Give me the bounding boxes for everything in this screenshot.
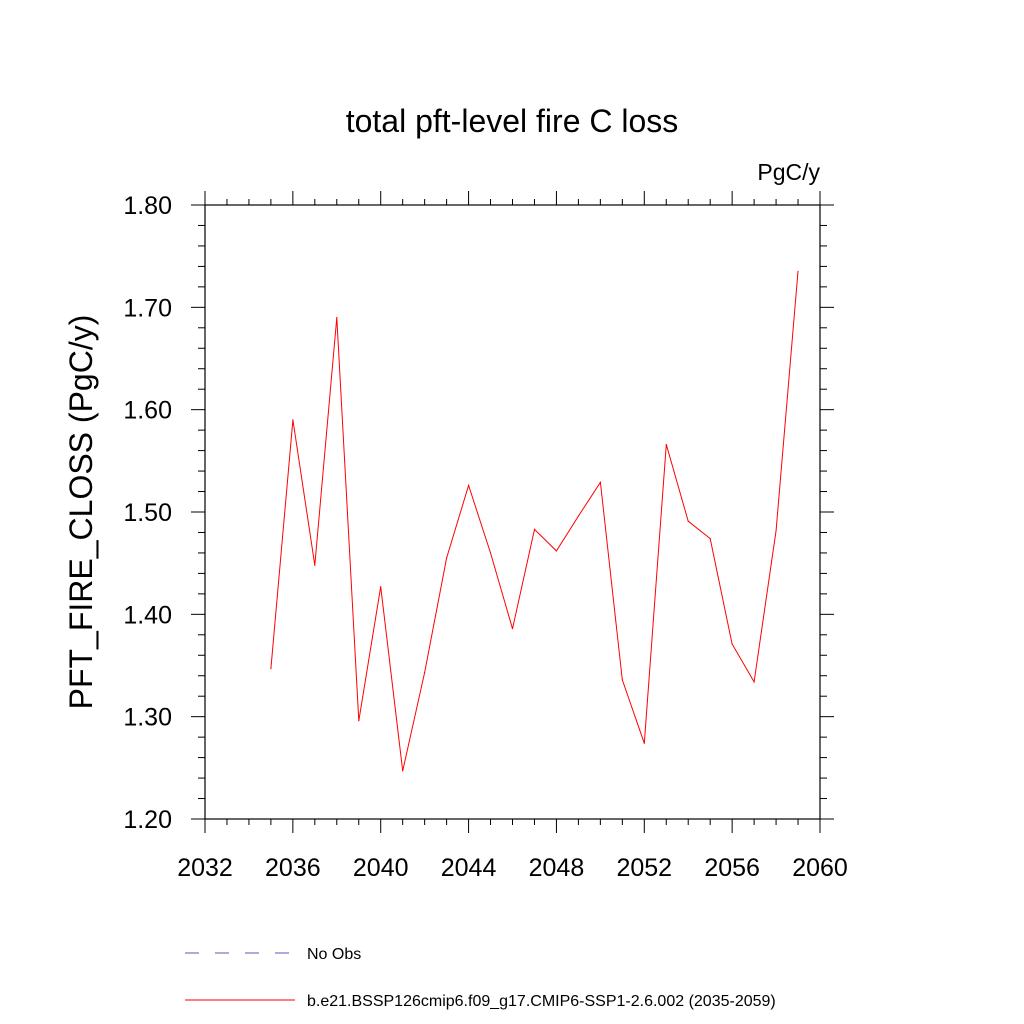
x-tick-label: 2044 (441, 854, 497, 882)
data-point (753, 681, 755, 683)
data-point (489, 552, 492, 554)
axis-tick-labels: 2032 2036 2040 2044 2048 2052 2056 2060 1.20 1.30… (123, 192, 847, 882)
data-point (358, 720, 360, 722)
y-tick-label: 1.30 (123, 704, 172, 732)
data-point (577, 515, 579, 517)
data-point (687, 520, 689, 522)
data-point (533, 528, 536, 530)
data-point (314, 564, 316, 566)
data-point (775, 529, 777, 532)
legend-label-no-obs: No Obs (307, 946, 361, 963)
y-axis-label: PFT_FIRE_CLOSS (PgC/y) (63, 315, 99, 710)
chart-title: total pft-level fire C loss (346, 103, 679, 139)
units-label: PgC/y (757, 159, 820, 185)
data-point (336, 316, 338, 319)
data-point (665, 443, 667, 446)
data-point (402, 770, 404, 772)
y-tick-label: 1.50 (123, 499, 172, 527)
data-point (643, 742, 645, 744)
y-tick-label: 1.40 (123, 601, 172, 629)
legend: No Obs b.e21.BSSP126cmip6.f09_g17.CMIP6-… (185, 946, 776, 1010)
data-point (467, 484, 470, 486)
data-point (797, 270, 799, 273)
data-point (424, 672, 426, 674)
data-point (599, 481, 601, 483)
x-tick-label: 2048 (529, 854, 585, 882)
y-tick-label: 1.20 (123, 806, 172, 834)
x-tick-label: 2040 (353, 854, 409, 882)
x-tick-label: 2052 (616, 854, 672, 882)
y-tick-label: 1.60 (123, 397, 172, 425)
x-tick-label: 2060 (792, 854, 848, 882)
data-point (731, 643, 733, 645)
series-layer (270, 270, 799, 772)
data-point (380, 586, 382, 588)
x-tick-label: 2036 (265, 854, 321, 882)
data-point (446, 557, 448, 559)
data-point (555, 550, 558, 552)
x-tick-label: 2056 (704, 854, 760, 882)
data-point (621, 679, 623, 681)
plot-frame (204, 204, 821, 820)
y-tick-label: 1.80 (123, 192, 172, 220)
data-point (270, 667, 272, 670)
axis-ticks (191, 191, 834, 833)
x-tick-label: 2032 (177, 854, 233, 882)
data-point (292, 419, 294, 421)
data-point (709, 538, 711, 540)
y-tick-label: 1.70 (123, 294, 172, 322)
data-point (511, 628, 514, 630)
legend-label-model: b.e21.BSSP126cmip6.f09_g17.CMIP6-SSP1-2.… (307, 993, 776, 1010)
series-line (270, 271, 799, 772)
